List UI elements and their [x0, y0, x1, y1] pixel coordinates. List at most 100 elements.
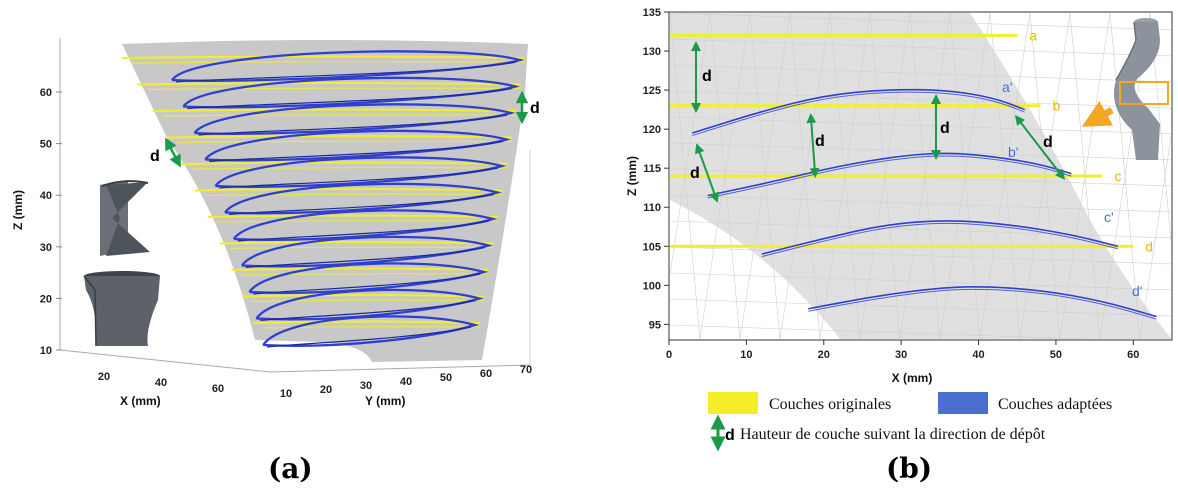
legend-label-adapted: Couches adaptées	[998, 396, 1112, 413]
original-layer-label: a	[1029, 27, 1037, 43]
y-tick-label: 20	[320, 384, 332, 396]
axis-ticks: 0 10 20 30 40 50 60 95 100 105 110 115 120 125 130 135	[643, 7, 1140, 361]
y-tick-label: 70	[520, 364, 532, 376]
adapted-layer	[232, 209, 498, 241]
d-label: d	[702, 68, 712, 85]
x-tick-label: 0	[666, 349, 672, 361]
d-label: d	[150, 148, 160, 165]
adapted-layer	[198, 114, 508, 136]
d-arrow-b2	[806, 113, 820, 178]
d-arrow-b4	[1014, 115, 1066, 180]
original-layer	[177, 140, 512, 144]
z-tick-label: 30	[40, 242, 52, 254]
adapted-layer	[209, 140, 503, 163]
adapted-layer	[193, 103, 516, 135]
legend: Couches originales Couches adaptées d Ha…	[708, 392, 1112, 452]
y-tick-label: 10	[280, 388, 292, 400]
y-tick-label: 100	[643, 280, 661, 292]
legend-d-text: Hauteur de couche suivant la direction d…	[740, 426, 1046, 443]
z-tick-label: 60	[40, 87, 52, 99]
z-tick-label: 20	[40, 293, 52, 305]
d-arrow-a2	[165, 137, 181, 168]
x-axis-line	[59, 349, 271, 373]
y-tick-label: 125	[643, 85, 661, 97]
original-layer	[204, 193, 503, 197]
original-layer-label: c	[1114, 168, 1121, 184]
d-arrow-b5	[694, 143, 720, 203]
x-tick-label: 20	[818, 349, 830, 361]
adapted-layer-curve	[692, 91, 1026, 137]
original-layer	[241, 273, 490, 276]
x-axis-label: X (mm)	[892, 371, 933, 385]
adapted-layer	[219, 167, 499, 189]
adapted-layer	[255, 288, 484, 321]
d-label: d	[815, 133, 825, 150]
d-label: d	[530, 100, 540, 117]
z-tick-label: 50	[40, 139, 52, 151]
inset-twisted-part-icon	[100, 180, 150, 256]
x-tick-label: 60	[212, 383, 224, 395]
original-layer	[147, 87, 521, 91]
adapted-layer-label: a'	[1002, 79, 1012, 95]
adapted-layer	[245, 246, 485, 269]
x-ticks: 20 40 60	[98, 371, 224, 395]
y-tick-label: 135	[643, 7, 661, 19]
original-layer	[252, 299, 485, 303]
original-layer	[263, 326, 481, 329]
original-layer	[191, 167, 508, 170]
adapted-layer-label: d'	[1132, 283, 1142, 299]
layer-labels: a b c d a' b' c' d'	[1002, 27, 1153, 299]
original-layer	[194, 188, 503, 192]
adapted-layer-curve	[808, 288, 1157, 320]
inset-bent-tube-icon	[1081, 18, 1169, 160]
x-tick-label: 40	[972, 349, 984, 361]
y-tick-label: 50	[440, 372, 452, 384]
d-label: d	[940, 120, 950, 137]
legend-swatch-adapted	[938, 392, 988, 414]
adapted-layer	[262, 315, 480, 347]
inset-tapered-part-icon	[83, 271, 160, 347]
original-layer-label: d	[1145, 238, 1153, 254]
adapted-layer	[248, 262, 489, 294]
z-axis-label: Z (mm)	[625, 156, 639, 196]
legend-d-symbol: d	[725, 427, 735, 444]
original-layer	[131, 61, 526, 64]
y-tick-label: 30	[360, 380, 372, 392]
d-label: d	[1043, 134, 1053, 151]
adapted-layer	[260, 299, 476, 322]
y-axis-line	[269, 364, 531, 373]
adapted-layer-curve	[808, 286, 1158, 318]
y-axis-label: Y (mm)	[365, 394, 405, 408]
legend-label-original: Couches originales	[769, 396, 891, 413]
adapted-layer-curve	[691, 88, 1026, 134]
d-label: d	[690, 165, 700, 182]
y-tick-label: 130	[643, 46, 661, 58]
original-layer	[229, 246, 494, 250]
x-tick-label: 60	[1127, 349, 1139, 361]
original-layer	[181, 161, 508, 165]
adapted-layer-curve	[761, 222, 1119, 258]
z-axis-label: Z (mm)	[11, 190, 25, 230]
adapted-layer	[228, 193, 494, 216]
y-tick-label: 110	[643, 202, 661, 214]
original-layer	[121, 55, 526, 59]
z-tick-label: 40	[40, 190, 52, 202]
legend-swatch-original	[708, 392, 758, 414]
adapted-layer-curve	[761, 220, 1119, 255]
original-layer	[152, 108, 517, 112]
y-tick-label: 115	[643, 163, 661, 175]
panel-b: a b c d a' b' c' d' 0 10 20 30 40 50 60 95 100 105 110 115…	[625, 7, 1173, 452]
y-tick-label: 105	[643, 241, 661, 253]
x-tick-label: 50	[1050, 349, 1062, 361]
y-tick-label: 60	[480, 368, 492, 380]
original-layer	[231, 267, 490, 271]
x-axis-label: X (mm)	[120, 394, 161, 408]
adapted-layer	[224, 182, 502, 215]
caption-b: (b)	[886, 452, 933, 485]
adapted-layer	[214, 156, 507, 188]
z-tick-label: 10	[40, 345, 52, 357]
caption-a: (a)	[268, 452, 313, 485]
adapted-layer	[237, 220, 490, 242]
y-tick-label: 95	[649, 319, 661, 331]
